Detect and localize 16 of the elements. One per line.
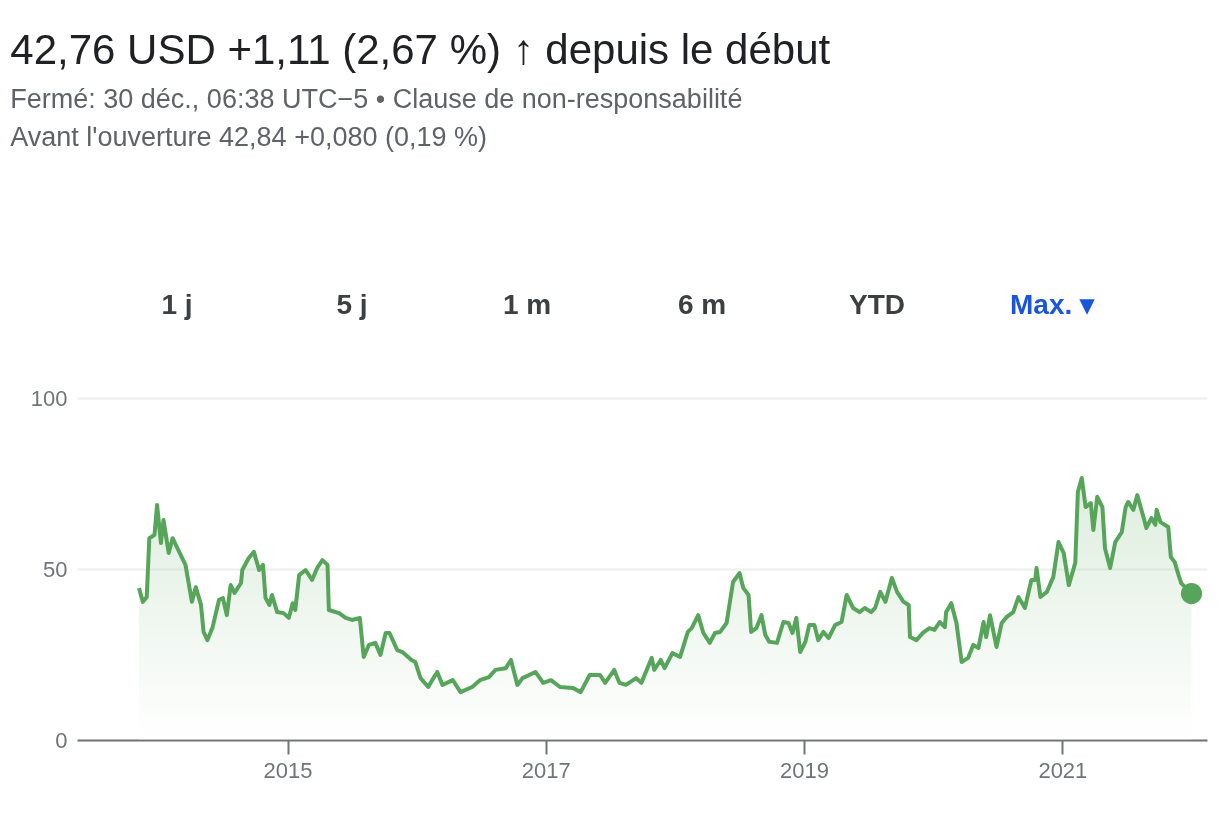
x-tick-label: 2015 — [263, 757, 313, 783]
text: 1 j — [161, 289, 193, 320]
text: YTD — [849, 289, 905, 320]
x-tick-label: 2017 — [521, 757, 571, 783]
text: 5 j — [336, 289, 368, 320]
y-tick-label: 100 — [30, 385, 68, 411]
text: Max. ▾ — [1009, 289, 1096, 320]
x-tick-label: 2019 — [780, 757, 830, 783]
y-tick-label: 0 — [55, 727, 68, 753]
text: 6 m — [677, 289, 727, 320]
x-tick-label: 2021 — [1038, 757, 1088, 783]
text: Fermé: 30 déc., 06:38 UTC−5 • Clause de non-responsabilité — [10, 84, 743, 114]
text: 1 m — [502, 289, 552, 320]
chart-title: 42,76 USD +1,11 (2,67 %) ↑ depuis le début — [10, 26, 831, 73]
y-tick-label: 50 — [43, 556, 68, 582]
text: Avant l'ouverture 42,84 +0,080 (0,19 %) — [10, 122, 488, 152]
